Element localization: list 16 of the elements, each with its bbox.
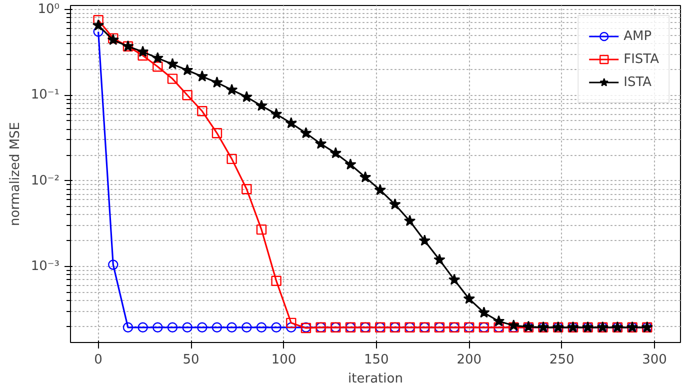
legend-label: FISTA (624, 52, 659, 66)
x-tick-label: 100 (271, 352, 296, 368)
y-tick-label: 10⁰ (38, 2, 60, 17)
x-tick-label: 0 (94, 352, 102, 368)
x-tick-label: 50 (182, 352, 200, 368)
legend-label: AMP (624, 28, 652, 44)
x-tick-label: 300 (642, 352, 667, 368)
x-tick-label: 150 (364, 352, 389, 368)
x-tick-label: 200 (456, 352, 482, 368)
y-tick-label: 10⁻¹ (30, 88, 60, 103)
y-tick-label: 10⁻³ (30, 259, 60, 274)
x-axis-title: iteration (348, 372, 403, 386)
y-axis-title: normalized MSE (8, 122, 23, 226)
x-tick-label: 250 (549, 352, 574, 368)
legend-label: ISTA (624, 74, 652, 90)
y-tick-label: 10⁻² (30, 173, 60, 188)
